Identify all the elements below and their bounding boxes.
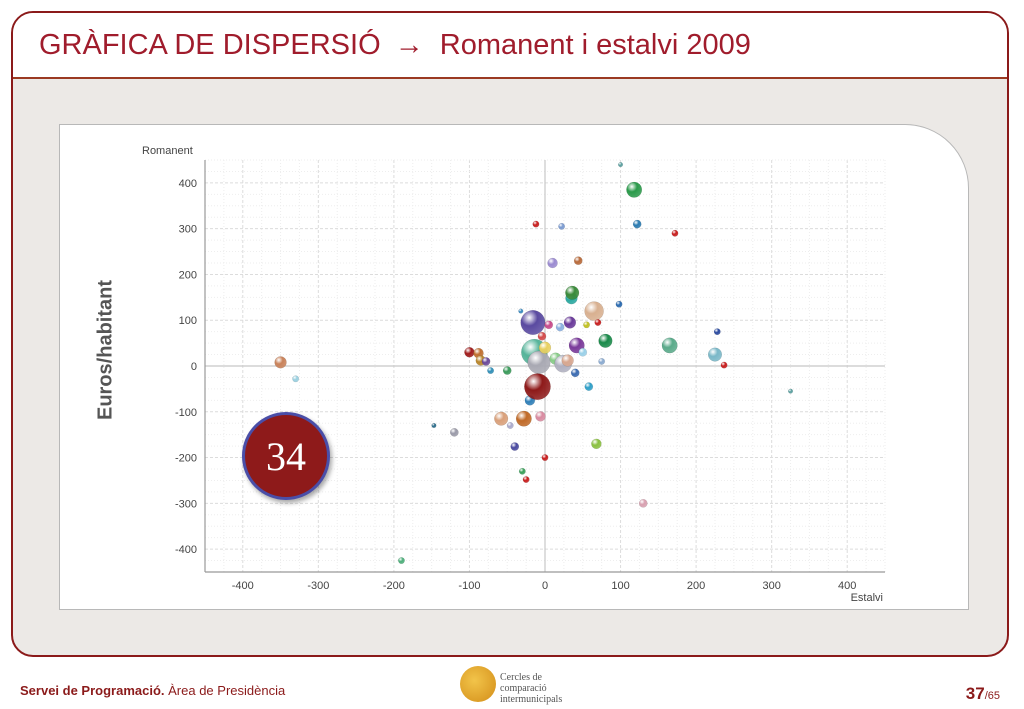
data-point: [555, 322, 565, 332]
page-number: 37/65: [966, 684, 1000, 704]
cercles-logo: Cercles de comparació intermunicipals: [460, 664, 590, 705]
slide-header: GRÀFICA DE DISPERSIÓ → Romanent i estalv…: [13, 13, 1007, 79]
x-tick-label: 200: [687, 580, 705, 592]
data-point: [515, 410, 532, 427]
slide-title: GRÀFICA DE DISPERSIÓ → Romanent i estalv…: [39, 29, 751, 62]
x-tick-label: 300: [762, 580, 780, 592]
data-point: [464, 347, 475, 358]
data-point: [502, 366, 512, 375]
y-tick-label: 100: [179, 315, 197, 327]
data-point: [598, 357, 606, 365]
y-tick-label: -100: [175, 407, 197, 419]
data-point: [563, 316, 577, 329]
logo-map-icon: [460, 666, 496, 702]
data-point: [570, 368, 580, 378]
data-point: [506, 422, 514, 429]
data-point: [535, 411, 546, 422]
slide-badge: 34: [242, 412, 330, 500]
y-side-label-text: Euros/habitant: [94, 279, 117, 421]
footer-org-bold: Servei de Programació.: [20, 683, 165, 698]
data-point: [584, 301, 604, 321]
data-point: [518, 308, 524, 314]
x-tick-label: 100: [611, 580, 629, 592]
data-point: [583, 321, 591, 329]
data-point: [638, 498, 648, 508]
data-point: [632, 219, 642, 229]
x-axis-title: Estalvi: [851, 592, 883, 604]
logo-text: Cercles de comparació intermunicipals: [500, 672, 590, 705]
logo-text-line2: intermunicipals: [500, 694, 563, 705]
arrow-icon: →: [394, 29, 424, 61]
data-point: [618, 162, 624, 168]
footer-org-rest: Àrea de Presidència: [164, 683, 286, 698]
y-tick-label: 0: [191, 361, 197, 373]
badge-number: 34: [266, 433, 306, 479]
data-point: [547, 257, 558, 269]
data-point: [591, 438, 602, 450]
data-point: [788, 388, 794, 394]
data-point: [573, 256, 583, 266]
data-point: [397, 557, 405, 565]
y-tick-label: 200: [179, 269, 197, 281]
data-point: [481, 357, 491, 366]
data-point: [431, 422, 437, 429]
data-point: [578, 347, 588, 357]
data-point: [661, 337, 678, 354]
data-point: [524, 373, 551, 400]
y-side-label: Euros/habitant: [86, 260, 126, 440]
y-tick-label: 300: [179, 224, 197, 236]
x-tick-label: 0: [542, 580, 548, 592]
x-tick-label: -200: [383, 580, 405, 592]
logo-text-line1: Cercles de comparació: [500, 672, 547, 694]
footer-org: Servei de Programació. Àrea de Presidènc…: [20, 683, 285, 698]
data-point: [494, 411, 509, 426]
x-tick-label: -400: [232, 580, 254, 592]
data-point: [615, 300, 623, 308]
data-point: [522, 476, 530, 483]
title-sub: Romanent i estalvi 2009: [439, 29, 751, 61]
data-point: [292, 375, 300, 383]
data-point: [544, 320, 554, 330]
x-tick-label: -100: [458, 580, 480, 592]
x-tick-label: -300: [307, 580, 329, 592]
data-point: [565, 285, 580, 300]
data-point: [720, 361, 728, 369]
data-point: [538, 341, 552, 354]
data-point: [598, 333, 613, 348]
data-point: [713, 328, 721, 336]
data-point: [671, 229, 679, 237]
data-point: [541, 454, 549, 462]
data-point: [487, 367, 495, 375]
page-total: /65: [984, 690, 1000, 702]
y-tick-label: -200: [175, 453, 197, 465]
data-point: [449, 428, 459, 437]
data-point: [558, 222, 566, 230]
y-tick-label: 400: [179, 178, 197, 190]
data-point: [510, 442, 520, 451]
page-current: 37: [965, 684, 985, 703]
title-main: GRÀFICA DE DISPERSIÓ: [39, 29, 381, 61]
data-point: [594, 319, 602, 326]
y-axis-title: Romanent: [142, 145, 193, 157]
data-point: [626, 181, 643, 198]
y-tick-label: -300: [175, 498, 197, 510]
data-point: [561, 354, 574, 367]
data-point: [537, 331, 547, 341]
data-point: [520, 310, 546, 335]
scatter-chart: -400 -300 -200 -100 0 100 200 300 400 400 300 200 10…: [142, 145, 886, 604]
x-tick-label: 400: [838, 580, 856, 592]
data-point: [532, 220, 540, 228]
y-tick-label: -400: [175, 544, 197, 556]
data-point: [518, 467, 526, 475]
data-point: [584, 382, 594, 391]
chart-card: [59, 124, 969, 610]
data-point: [707, 347, 723, 362]
data-point: [274, 356, 287, 369]
data-point: [527, 350, 551, 374]
